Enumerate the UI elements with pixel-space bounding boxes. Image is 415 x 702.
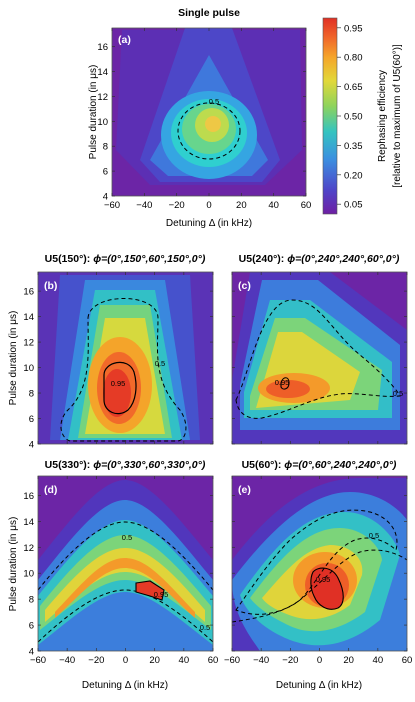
panel-a-contour-label: 0.5 <box>209 97 219 106</box>
colorbar-tick-label: 0.35 <box>344 141 363 152</box>
y-tick-label: 8 <box>103 142 108 153</box>
panel-d-contour-095: 0.95 <box>154 590 169 599</box>
panel-b-axes: 4 6 8 10 12 14 16 <box>23 272 214 451</box>
x-tick-label: 60 <box>301 200 312 211</box>
panel-e-axes: −60 −40 −20 0 20 40 60 <box>224 476 412 666</box>
colorbar-tick-label: 0.95 <box>344 23 363 34</box>
x-tick-label: 40 <box>373 655 384 666</box>
colorbar: 0.05 0.20 0.35 0.50 0.65 0.80 0.95 Rephasing e… <box>322 17 403 215</box>
panel-b-contour-05: 0.5 <box>155 359 165 368</box>
panel-b-letter: (b) <box>44 280 57 292</box>
y-tick-label: 10 <box>23 363 34 374</box>
x-tick-label: 60 <box>402 655 413 666</box>
x-tick-label: 0 <box>317 655 322 666</box>
x-tick-label: 20 <box>343 655 354 666</box>
x-tick-label: −20 <box>282 655 298 666</box>
y-tick-label: 14 <box>97 67 108 78</box>
panel-d-contour-05-top: 0.5 <box>122 533 132 542</box>
panel-a-title: Single pulse <box>178 7 240 19</box>
colorbar-ticks: 0.05 0.20 0.35 0.50 0.65 0.80 0.95 <box>337 23 363 211</box>
colorbar-tick-label: 0.05 <box>344 200 363 211</box>
panel-e-xlabel: Detuning Δ (in kHz) <box>276 680 362 691</box>
colorbar-tick-label: 0.20 <box>344 170 363 181</box>
y-tick-label: 16 <box>97 42 108 53</box>
panel-d-xlabel: Detuning Δ (in kHz) <box>82 680 168 691</box>
y-tick-label: 16 <box>23 491 34 502</box>
x-tick-label: −60 <box>104 200 120 211</box>
panel-a: Single pulse (a) 0.5 −60 −40 −20 0 20 40 60 4 6 8… <box>88 7 311 229</box>
panel-d-letter: (d) <box>44 484 57 496</box>
panel-a-heatmap <box>112 28 306 196</box>
panel-d: U5(330°): ϕ=(0°,330°,60°,330°,0°) (d) 0.… <box>8 459 218 691</box>
panel-c-contour-05: 0.5 <box>393 389 403 398</box>
colorbar-label: Rephasing efficiency <box>377 70 388 162</box>
y-tick-label: 12 <box>97 92 108 103</box>
panel-e-letter: (e) <box>238 484 251 496</box>
x-tick-label: 0 <box>123 655 128 666</box>
panel-e-contour-05: 0.5 <box>369 531 379 540</box>
panel-c-heatmap <box>232 272 407 444</box>
colorbar-tick-label: 0.65 <box>344 82 363 93</box>
y-tick-label: 6 <box>29 621 34 632</box>
panel-b: U5(150°): ϕ=(0°,150°,60°,150°,0°) (b) 0.… <box>8 253 214 451</box>
y-tick-label: 10 <box>97 117 108 128</box>
panel-e: U5(60°): ϕ=(0°,60°,240°,240°,0°) (e) 0.9… <box>224 459 412 691</box>
y-tick-label: 14 <box>23 517 34 528</box>
x-tick-label: 40 <box>268 200 279 211</box>
x-tick-label: −20 <box>88 655 104 666</box>
panel-a-axes: −60 −40 −20 0 20 40 60 4 6 8 10 12 14 16 <box>97 28 311 211</box>
x-tick-label: 20 <box>149 655 160 666</box>
x-tick-label: −60 <box>224 655 240 666</box>
panel-a-letter: (a) <box>118 34 131 46</box>
x-tick-label: −40 <box>253 655 269 666</box>
panel-c-axes <box>231 272 408 445</box>
y-tick-label: 12 <box>23 543 34 554</box>
panel-e-heatmap <box>232 476 407 651</box>
x-tick-label: 20 <box>236 200 247 211</box>
y-tick-label: 8 <box>29 389 34 400</box>
panel-b-heatmap <box>38 272 213 444</box>
colorbar-tick-label: 0.50 <box>344 112 363 123</box>
y-tick-label: 12 <box>23 338 34 349</box>
x-tick-label: 60 <box>208 655 219 666</box>
y-tick-label: 4 <box>29 647 34 658</box>
panel-d-title: U5(330°): ϕ=(0°,330°,60°,330°,0°) <box>45 459 206 471</box>
panel-d-contour-05-bottom: 0.5 <box>200 623 210 632</box>
panel-e-title: U5(60°): ϕ=(0°,60°,240°,240°,0°) <box>242 459 397 471</box>
panel-c-letter: (c) <box>238 280 251 292</box>
colorbar-sublabel: [relative to maximum of U5(60°)] <box>392 44 403 188</box>
x-tick-label: −40 <box>59 655 75 666</box>
colorbar-tick-label: 0.80 <box>344 53 363 64</box>
panel-c-contour-095: 0.95 <box>275 378 290 387</box>
y-tick-label: 6 <box>29 414 34 425</box>
y-tick-label: 14 <box>23 312 34 323</box>
panel-b-ylabel: Pulse duration (in μs) <box>8 311 19 406</box>
x-tick-label: −20 <box>169 200 185 211</box>
y-tick-label: 6 <box>103 167 108 178</box>
panel-d-ylabel: Pulse duration (in μs) <box>8 517 19 612</box>
panel-d-axes: −60 −40 −20 0 20 40 60 4 6 8 10 12 14 16 <box>23 476 218 666</box>
panel-b-contour-095: 0.95 <box>111 379 126 388</box>
panel-c-title: U5(240°): ϕ=(0°,240°,240°,60°,0°) <box>239 253 400 265</box>
x-tick-label: −60 <box>30 655 46 666</box>
x-tick-label: 40 <box>179 655 190 666</box>
panel-a-xlabel: Detuning Δ (in kHz) <box>166 218 252 229</box>
y-tick-label: 4 <box>29 440 34 451</box>
panel-c: U5(240°): ϕ=(0°,240°,240°,60°,0°) (c) 0.… <box>231 253 408 445</box>
y-tick-label: 10 <box>23 569 34 580</box>
y-tick-label: 8 <box>29 595 34 606</box>
x-tick-label: 0 <box>206 200 211 211</box>
x-tick-label: −40 <box>136 200 152 211</box>
panel-b-title: U5(150°): ϕ=(0°,150°,60°,150°,0°) <box>45 253 206 265</box>
panel-d-heatmap <box>38 476 213 651</box>
y-tick-label: 4 <box>103 192 108 203</box>
panel-e-contour-095: 0.95 <box>316 575 331 584</box>
y-tick-label: 16 <box>23 287 34 298</box>
panel-a-ylabel: Pulse duration (in μs) <box>88 65 99 160</box>
